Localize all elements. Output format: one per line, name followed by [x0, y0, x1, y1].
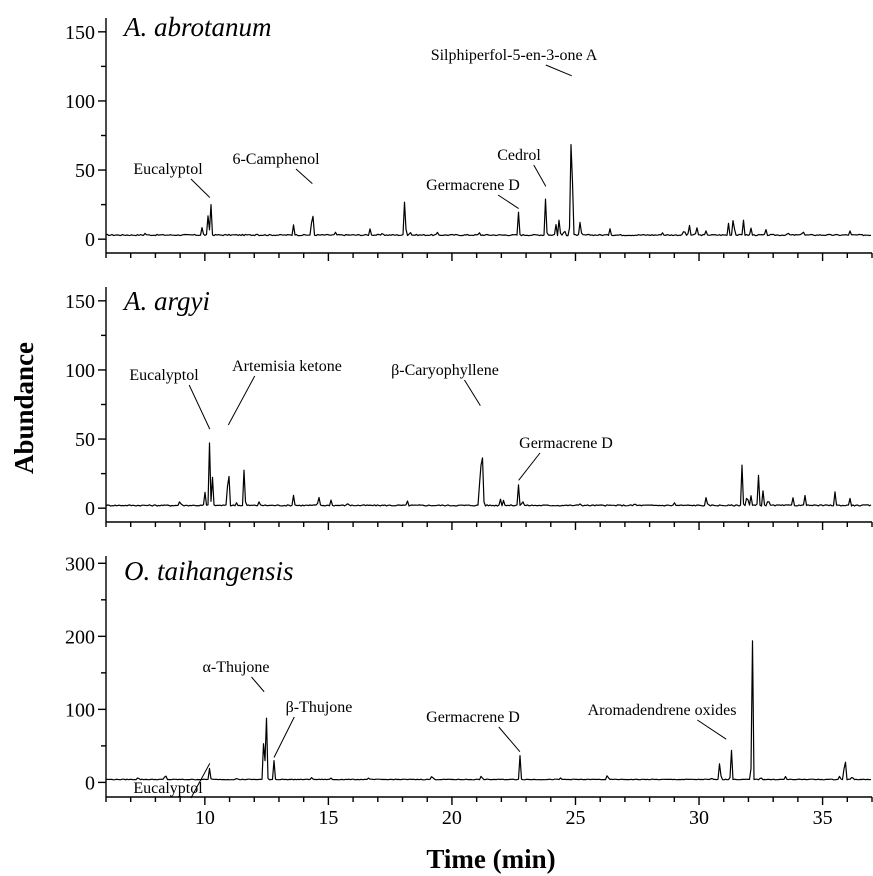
- panel-title-argyi: A. argyi: [122, 286, 210, 316]
- y-tick-label: 50: [75, 160, 95, 182]
- y-tick-label: 300: [65, 553, 95, 575]
- peak-label: Eucalyptol: [129, 367, 199, 384]
- y-tick-label: 0: [85, 772, 95, 794]
- y-tick-label: 150: [65, 22, 95, 44]
- peak-label-leader: [518, 452, 541, 481]
- panel-taihangensis: O. taihangensis 0 100 200 300 10 15 20 25 30 35 Eu…: [65, 553, 873, 829]
- peak-label: Eucalyptol: [133, 780, 203, 797]
- peak-label-leader: [464, 379, 481, 406]
- y-axis-title: Abundance: [9, 342, 39, 474]
- peak-label-leader: [188, 384, 211, 430]
- peak-label: Germacrene D: [426, 709, 520, 726]
- peak-label: 6-Camphenol: [232, 151, 320, 168]
- peak-label: Aromadendrene oxides: [588, 702, 737, 719]
- panel-argyi: A. argyi 0 50 100 150 Eucalyptol Artemisia ke…: [65, 286, 873, 530]
- peak-label: Cedrol: [497, 147, 541, 164]
- x-tick-label: 20: [442, 807, 462, 829]
- y-tick-label: 50: [75, 429, 95, 451]
- peak-label: Silphiperfol-5-en-3-one A: [431, 47, 598, 64]
- peak-label-leader: [497, 194, 519, 209]
- x-tick-label: 15: [318, 807, 338, 829]
- x-axis-title: Time (min): [426, 844, 555, 874]
- y-tick-label: 100: [65, 91, 95, 113]
- peak-label-leader: [190, 763, 211, 799]
- panel-abrotanum: A. abrotanum 0 50 100 150 Eucalyptol 6-Camphe…: [65, 12, 873, 261]
- peak-label-leader: [273, 716, 295, 758]
- peak-label-leader: [190, 178, 211, 198]
- peak-label: α-Thujone: [202, 659, 269, 676]
- y-tick-label: 150: [65, 291, 95, 313]
- peak-label-leader: [295, 168, 313, 185]
- y-tick-label: 200: [65, 626, 95, 648]
- y-tick-label: 100: [65, 360, 95, 382]
- x-tick-label: 30: [689, 807, 709, 829]
- x-tick-label: 10: [195, 807, 215, 829]
- peak-label: Artemisia ketone: [232, 358, 342, 375]
- peak-label-leader: [545, 64, 572, 77]
- y-tick-label: 0: [85, 498, 95, 520]
- peak-label-leader: [498, 726, 521, 752]
- peak-label: β-Caryophyllene: [391, 362, 499, 379]
- panel-title-abrotanum: A. abrotanum: [122, 12, 272, 42]
- peak-label-leader: [227, 375, 256, 426]
- panel-title-taihangensis: O. taihangensis: [124, 556, 294, 586]
- x-tick-label: 35: [813, 807, 833, 829]
- y-tick-label: 0: [85, 229, 95, 251]
- chromatogram-trace: [105, 640, 872, 781]
- x-tick-label: 25: [565, 807, 585, 829]
- peak-label: β-Thujone: [286, 699, 353, 716]
- peak-label: Eucalyptol: [133, 161, 203, 178]
- peak-label-leader: [533, 164, 547, 187]
- peak-label: Germacrene D: [426, 177, 520, 194]
- chromatogram-trace: [106, 144, 872, 237]
- peak-label-leader: [251, 676, 265, 693]
- y-tick-label: 100: [65, 699, 95, 721]
- chromatogram-trace: [105, 442, 872, 507]
- peak-label-leader: [697, 719, 727, 740]
- peak-label: Germacrene D: [519, 435, 613, 452]
